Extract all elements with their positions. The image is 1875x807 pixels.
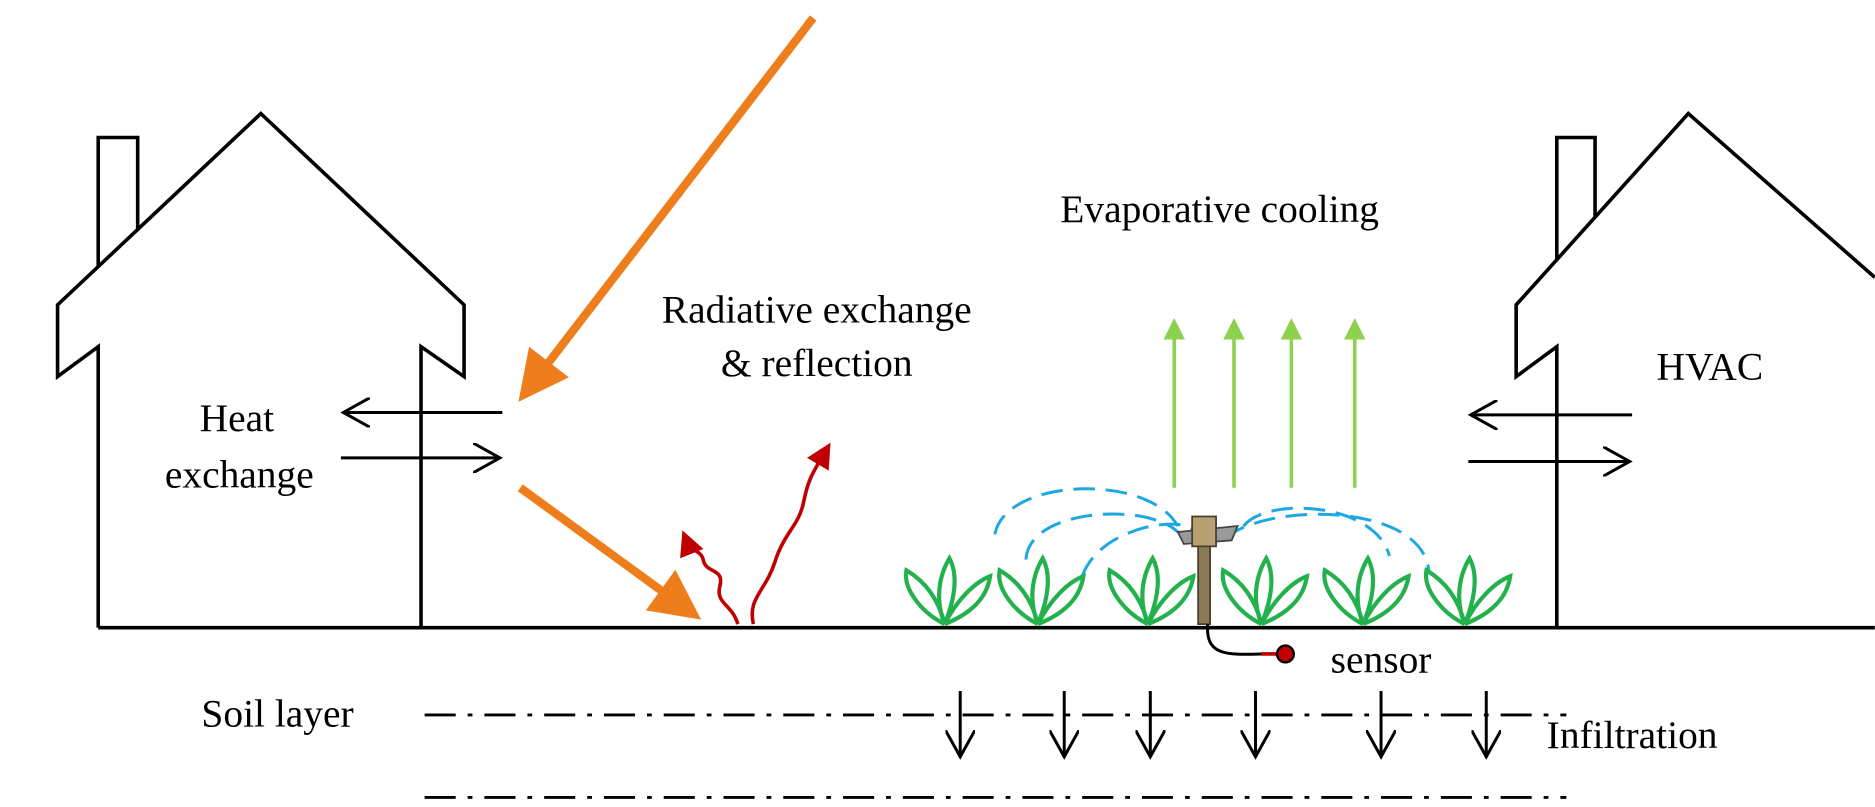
radiative-waves (680, 442, 831, 625)
label: Infiltration (1547, 713, 1718, 757)
sprinkler (1176, 515, 1239, 625)
label: Soil layer (201, 691, 353, 735)
soil-lines (424, 713, 1567, 799)
label: Evaporative cooling (1060, 187, 1379, 231)
label: sensor (1331, 638, 1432, 682)
water-spray (993, 487, 1431, 577)
solar-ray (518, 15, 817, 402)
evaporation-arrows (1163, 318, 1366, 488)
right-house (1514, 111, 1875, 628)
sensor-cable (1206, 623, 1262, 656)
label: Radiative exchange (662, 287, 972, 331)
reflected-ray (517, 484, 702, 620)
heat-arrows (341, 412, 1632, 461)
label: Heat (200, 396, 274, 440)
label: HVAC (1656, 345, 1763, 389)
label: exchange (165, 452, 314, 496)
left-house (55, 111, 466, 628)
sensor-dot (1275, 644, 1295, 664)
label: & reflection (721, 341, 913, 385)
plants (903, 554, 1513, 627)
infiltration-arrows (960, 691, 1486, 757)
